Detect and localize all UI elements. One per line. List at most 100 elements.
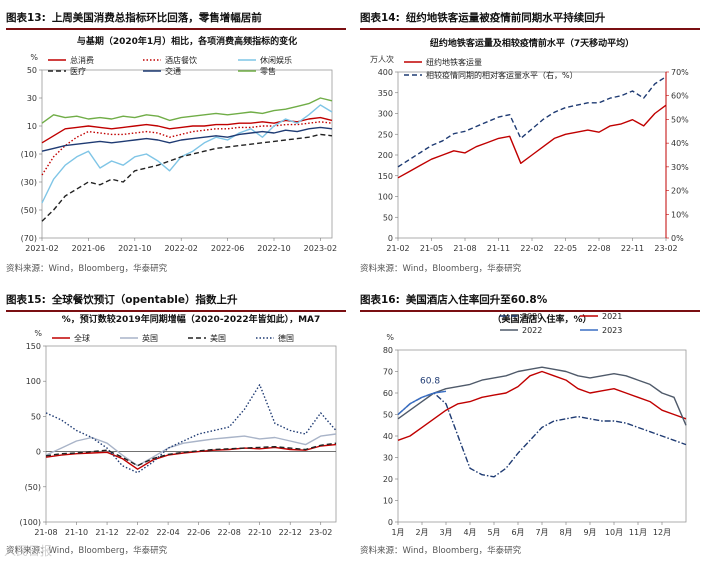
figure-number: 图表13: <box>6 12 46 24</box>
series-line-2 <box>41 104 333 204</box>
legend-label: 美国 <box>210 333 226 343</box>
legend-label: 全球 <box>74 333 90 343</box>
x-tick-label: 22-12 <box>279 528 302 537</box>
series-line-0 <box>397 392 687 478</box>
y-tick-label: 150 <box>26 342 41 351</box>
chart-panel-15: 图表15: 全球餐饮预订（opentable）指数上升 %，预订数较2019年同期… <box>6 286 351 558</box>
x-tick-label: 22-08 <box>218 528 241 537</box>
x-tick-label: 2022-06 <box>211 244 244 253</box>
legend-label: 2023 <box>602 326 622 335</box>
chart-subtitle: 纽约地铁客运量及相较疫情前水平（7天移动平均） <box>430 37 634 49</box>
series-line-1 <box>397 370 687 441</box>
x-tick-label: 12月 <box>653 528 671 537</box>
y-tick-label: 40 <box>383 432 393 441</box>
figure-title: 美国酒店入住率回升至60.8% <box>405 294 548 306</box>
title-rule <box>6 310 346 312</box>
y-tick-label: 0 <box>388 518 393 527</box>
x-tick-label: 23-02 <box>654 244 677 253</box>
y-tick-label: 400 <box>378 68 393 77</box>
y-tick-label: 10 <box>383 497 393 506</box>
y-axis-label: 万人次 <box>370 54 394 64</box>
x-tick-label: 21-10 <box>65 528 88 537</box>
series-line-5 <box>41 97 333 124</box>
x-tick-label: 2021-02 <box>25 244 58 253</box>
chart-panel-14: 图表14: 纽约地铁客运量被疫情前同期水平持续回升 纽约地铁客运量及相较疫情前水平… <box>360 4 705 276</box>
x-tick-label: 23-02 <box>309 528 332 537</box>
source-note: 资料来源：Wind，Bloomberg，华泰研究 <box>6 264 168 274</box>
x-tick-label: 21-11 <box>487 244 510 253</box>
legend-label: 纽约地铁客运量 <box>426 57 482 67</box>
watermark: 人民日报 <box>4 544 53 558</box>
legend-label: 酒店餐饮 <box>165 55 197 65</box>
series-line-0 <box>397 104 667 179</box>
y-tick-label: (50) <box>21 206 37 215</box>
figure-title: 全球餐饮预订（opentable）指数上升 <box>51 294 238 306</box>
y-tick-label: 150 <box>378 172 393 181</box>
panel-title: 图表14: 纽约地铁客运量被疫情前同期水平持续回升 <box>360 10 700 28</box>
x-tick-label: 22-02 <box>126 528 149 537</box>
source-note: 资料来源：Wind，Bloomberg，华泰研究 <box>360 264 522 274</box>
title-rule <box>360 28 700 30</box>
legend-label: 交通 <box>165 66 181 76</box>
series-line-3 <box>45 383 337 474</box>
chart-subtitle: %，预订数较2019年同期增幅（2020-2022年皆如此），MA7 <box>62 313 321 325</box>
source-note: 资料来源：Wind，Bloomberg，华泰研究 <box>360 546 522 556</box>
x-tick-label: 21-08 <box>34 528 57 537</box>
chart-svg: %，预订数较2019年同期增幅（2020-2022年皆如此），MA7% 150 10… <box>19 313 337 537</box>
y-axis-label: % <box>386 333 394 342</box>
series-line-1 <box>45 433 337 467</box>
legend-label: 总消费 <box>70 55 94 65</box>
y-tick-label: 30 <box>383 454 393 463</box>
x-tick-label: 21-08 <box>453 244 476 253</box>
x-tick-label: 2022-02 <box>164 244 197 253</box>
legend-label: 2022 <box>522 326 542 335</box>
y-tick-label: 0 <box>388 234 393 243</box>
x-tick-label: 22-05 <box>554 244 577 253</box>
legend-label: 2020 <box>522 312 542 321</box>
x-tick-label: 1月 <box>391 528 404 537</box>
annotation-label: 60.8 <box>420 376 440 386</box>
source-note: 资料来源：Wind，Bloomberg，华泰研究 <box>6 546 168 556</box>
y-tick-label: 100 <box>378 193 393 202</box>
y-tick-label: (70) <box>21 234 37 243</box>
legend-label: 休闲娱乐 <box>260 55 292 65</box>
y2-tick-label: 20% <box>671 187 689 196</box>
y-tick-label: 60 <box>383 389 393 398</box>
y-tick-label: (50) <box>25 483 41 492</box>
title-rule <box>360 310 700 312</box>
x-tick-label: 11月 <box>629 528 647 537</box>
y-tick-label: (100) <box>19 518 41 527</box>
x-tick-label: 2023-02 <box>304 244 337 253</box>
y2-tick-label: 10% <box>671 210 689 219</box>
plot-frame <box>45 345 337 523</box>
figure-title: 纽约地铁客运量被疫情前同期水平持续回升 <box>405 12 606 24</box>
x-tick-label: 7月 <box>535 528 548 537</box>
plot-frame <box>397 349 687 523</box>
legend-label: 英国 <box>142 333 158 343</box>
y-tick-label: 250 <box>378 130 393 139</box>
y-tick-label: 50 <box>383 213 393 222</box>
legend-label: 相较疫情同期的相对客运量水平（右，%） <box>426 70 578 80</box>
x-tick-label: 6月 <box>511 528 524 537</box>
x-tick-label: 22-02 <box>520 244 543 253</box>
x-tick-label: 22-10 <box>248 528 271 537</box>
x-tick-label: 2月 <box>415 528 428 537</box>
series-line-0 <box>45 443 337 470</box>
legend-label: 德国 <box>278 333 294 343</box>
y-tick-label: 50 <box>27 66 37 75</box>
chart-svg: 纽约地铁客运量及相较疫情前水平（7天移动平均） 万人次 0 50 100 150 200 25… <box>370 37 689 253</box>
y-tick-label: 0 <box>36 448 41 457</box>
x-tick-label: 21-12 <box>95 528 118 537</box>
figure-title: 上周美国消费总指标环比回落，零售增幅居前 <box>51 12 262 24</box>
y-axis-label: % <box>30 53 38 62</box>
panel-title: 图表13: 上周美国消费总指标环比回落，零售增幅居前 <box>6 10 346 28</box>
title-rule <box>6 28 346 30</box>
x-tick-label: 21-02 <box>386 244 409 253</box>
y2-tick-label: 70% <box>671 68 689 77</box>
figure-number: 图表15: <box>6 294 46 306</box>
panel-title: 图表15: 全球餐饮预订（opentable）指数上升 <box>6 292 346 310</box>
y-tick-label: 50 <box>383 411 393 420</box>
x-tick-label: 2022-10 <box>257 244 290 253</box>
series-line-4 <box>41 126 333 152</box>
